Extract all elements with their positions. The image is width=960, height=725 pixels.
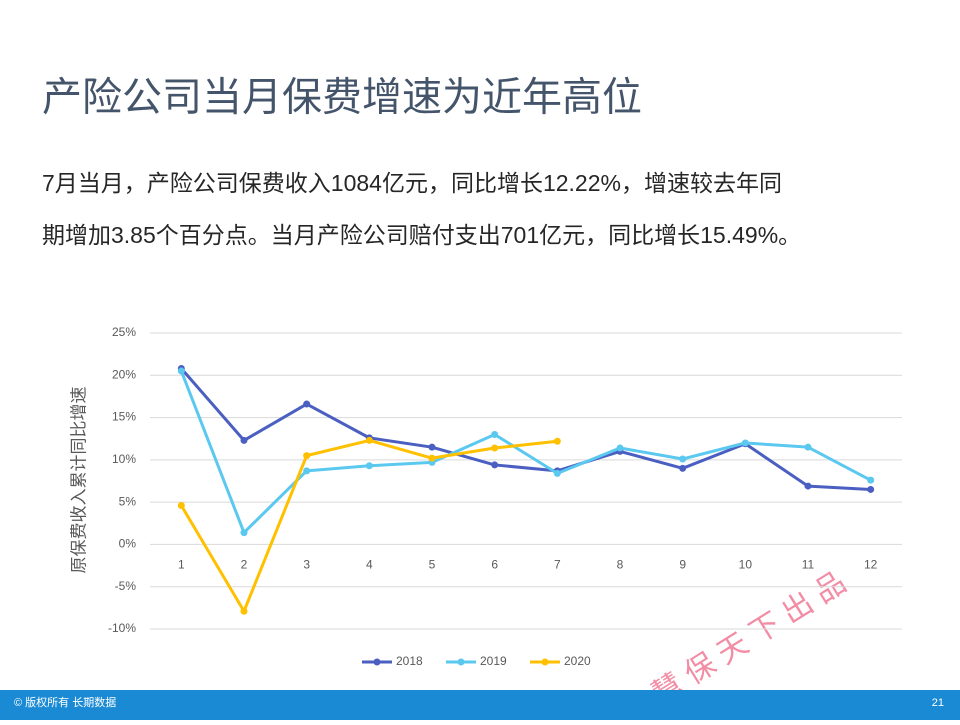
legend-label: 2019 [480, 654, 507, 668]
data-point [303, 467, 311, 475]
x-tick-label: 3 [303, 558, 310, 572]
data-point [804, 443, 812, 451]
data-point [303, 452, 311, 460]
x-tick-label: 5 [429, 558, 436, 572]
x-tick-label: 11 [802, 558, 815, 572]
data-point [867, 485, 875, 493]
x-tick-label: 9 [679, 558, 686, 572]
legend-marker [541, 658, 549, 666]
footer-bar [0, 690, 960, 720]
y-tick-label: -10% [108, 621, 136, 635]
x-tick-label: 8 [617, 558, 624, 572]
legend-marker [373, 658, 381, 666]
data-point [491, 444, 499, 452]
slide-title: 产险公司当月保费增速为近年高位 [42, 76, 642, 120]
data-point [177, 367, 185, 375]
data-point [428, 454, 436, 462]
x-tick-label: 7 [554, 558, 561, 572]
data-point [741, 439, 749, 447]
y-tick-label: 15% [112, 410, 136, 424]
data-point [804, 482, 812, 490]
data-point [679, 464, 687, 472]
data-point [240, 607, 248, 615]
watermark: 慧 保 天 下 出 品 [646, 566, 851, 711]
data-point [553, 469, 561, 477]
y-tick-label: 10% [112, 452, 136, 466]
data-point [553, 437, 561, 445]
data-point [428, 443, 436, 451]
y-axis-label: 原保费收入累计同比增速 [69, 387, 88, 574]
body-line: 7月当月，产险公司保费收入1084亿元，同比增长12.22%，增速较去年同 [42, 170, 782, 196]
data-point [616, 444, 624, 452]
x-tick-label: 1 [178, 558, 185, 572]
data-point [240, 436, 248, 444]
y-tick-label: 5% [119, 494, 137, 508]
legend-marker [457, 658, 465, 666]
page-number: 21 [932, 697, 944, 709]
x-tick-label: 12 [864, 558, 878, 572]
x-tick-label: 6 [491, 558, 498, 572]
legend-label: 2018 [396, 654, 423, 668]
footer-copyright: © 版权所有 长期数据 [14, 695, 116, 709]
x-tick-label: 4 [366, 558, 373, 572]
y-tick-label: 20% [112, 367, 136, 381]
data-point [365, 462, 373, 470]
data-point [177, 502, 185, 510]
data-point [679, 455, 687, 463]
y-tick-label: 0% [119, 537, 137, 551]
data-point [240, 529, 248, 537]
series-line [180, 367, 871, 491]
x-tick-label: 2 [241, 558, 248, 572]
data-point [491, 461, 499, 469]
body-line: 期增加3.85个百分点。当月产险公司赔付支出701亿元，同比增长15.49%。 [42, 222, 801, 248]
y-tick-label: -5% [115, 579, 137, 593]
legend-label: 2020 [564, 654, 591, 668]
data-point [867, 476, 875, 484]
data-point [303, 400, 311, 408]
x-tick-label: 10 [739, 558, 753, 572]
data-point [491, 430, 499, 438]
data-point [365, 436, 373, 444]
y-tick-label: 25% [112, 325, 136, 339]
